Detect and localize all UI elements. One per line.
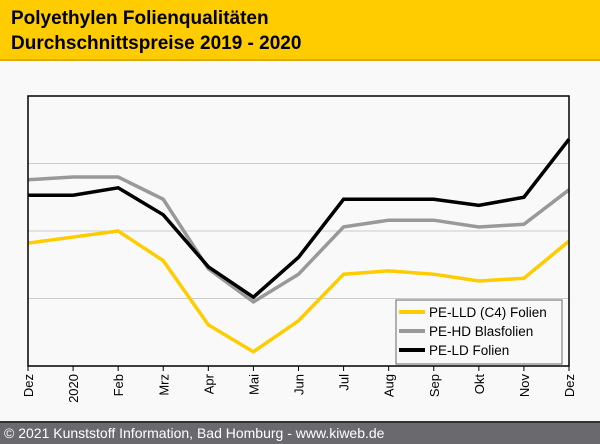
x-tick-label: Aug [382, 374, 397, 397]
line-chart: Dez 2020 Feb Mrz Apr Mai Jun Jul Aug Sep Okt Nov Dez… [21, 95, 577, 403]
x-tick-label: Sep [427, 374, 442, 397]
x-tick-label: Jul [337, 374, 352, 391]
x-tick-label: 2020 [66, 374, 81, 403]
x-tick-label: Feb [111, 374, 126, 396]
chart-title: Polyethylen Folienqualitäten [11, 8, 269, 29]
x-tick-label: Jun [292, 374, 307, 395]
x-tick-label: Okt [472, 374, 487, 395]
x-tick-label: Nov [517, 374, 532, 398]
legend-label: PE-HD Blasfolien [429, 324, 533, 339]
x-tick-label: Mai [246, 374, 261, 395]
copyright-footer: © 2021 Kunststoff Information, Bad Hombu… [0, 421, 600, 444]
x-tick-label: Apr [201, 373, 216, 394]
chart-subtitle: Durchschnittspreise 2019 - 2020 [11, 33, 302, 54]
header: Polyethylen Folienqualitäten Durchschnit… [0, 0, 600, 61]
x-tick-label: Dez [21, 374, 36, 397]
x-tick-label: Dez [562, 374, 577, 397]
x-tick-label: Mrz [156, 374, 171, 396]
legend-label: PE-LD Folien [429, 343, 509, 358]
legend-label: PE-LLD (C4) Folien [429, 305, 547, 320]
